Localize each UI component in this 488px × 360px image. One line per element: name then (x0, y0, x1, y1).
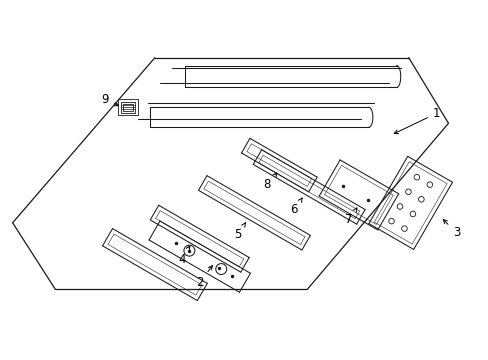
Text: 9: 9 (101, 93, 119, 106)
Bar (121, 102, 135, 113)
Text: 1: 1 (393, 107, 439, 134)
Text: 2: 2 (196, 266, 212, 289)
Bar (118, 99, 138, 115)
Text: 7: 7 (345, 208, 356, 226)
Bar (123, 104, 133, 111)
Text: 5: 5 (233, 223, 245, 241)
Text: 3: 3 (442, 220, 459, 239)
Text: 4: 4 (178, 246, 189, 266)
Text: 8: 8 (263, 173, 276, 192)
Text: 6: 6 (290, 198, 302, 216)
